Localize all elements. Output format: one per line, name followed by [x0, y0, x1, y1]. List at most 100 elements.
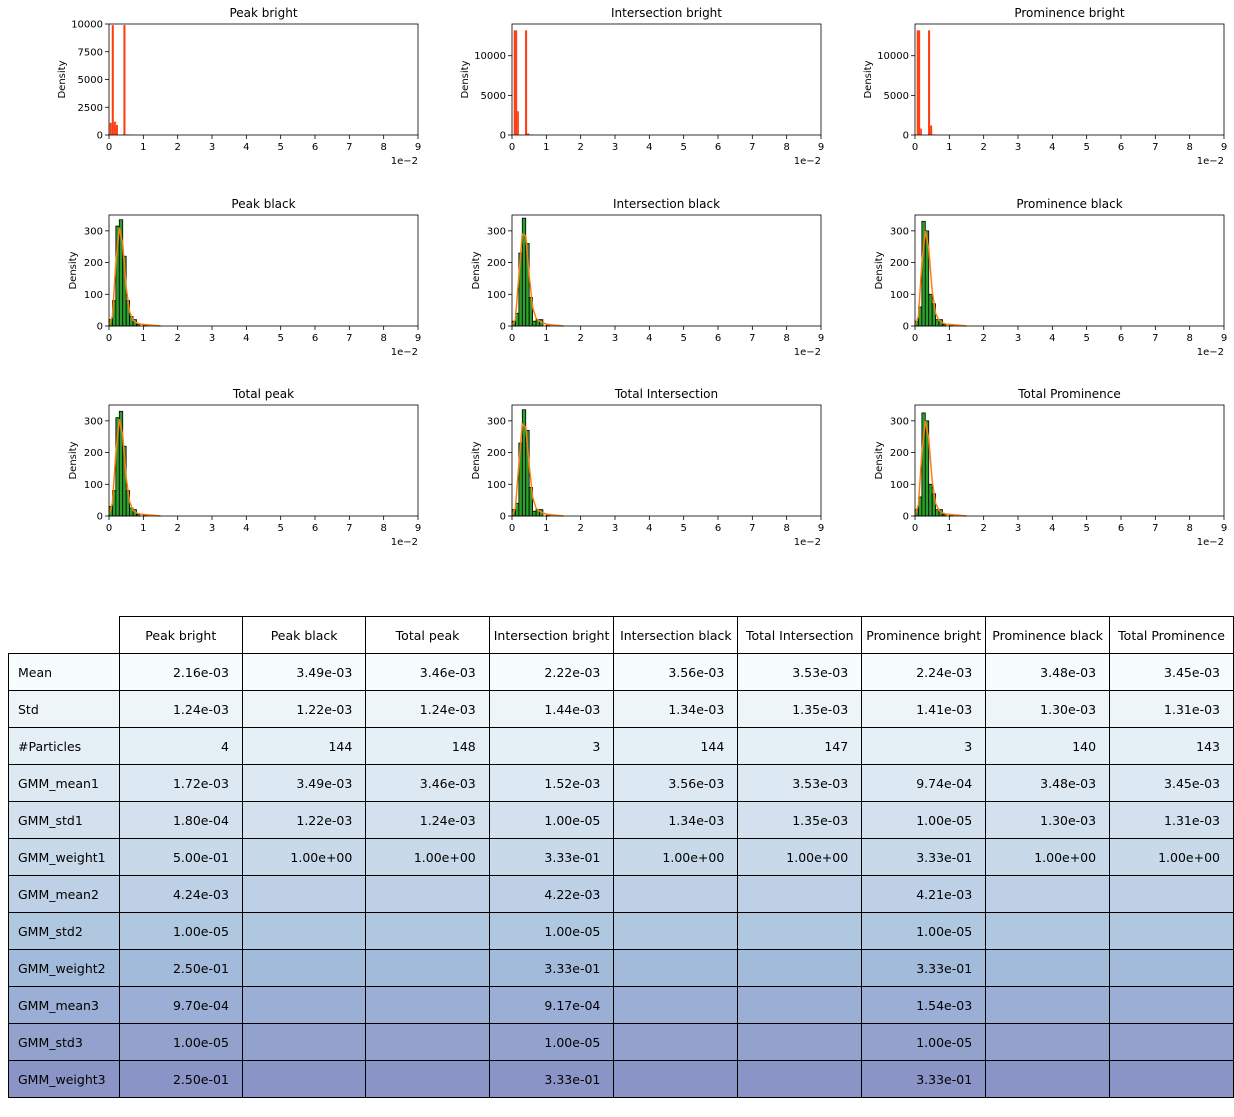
- table-cell: [365, 1023, 490, 1061]
- subplot: 0 1 2 3 4 5 6 7 8 9 0 2500 5000 7500 10000 1e−2 Peak bri…: [57, 6, 421, 167]
- table-cell: 1.52e-03: [488, 764, 615, 802]
- x-tick-label: 6: [715, 333, 721, 344]
- table-cell: [737, 1023, 863, 1061]
- table-row: GMM_weight1 5.00e-01 1.00e+00 1.00e+00 3.33e…: [8, 838, 1234, 876]
- table-cell: 4: [118, 727, 243, 765]
- x-tick-label: 9: [415, 333, 421, 344]
- x-tick-label: 3: [209, 523, 215, 534]
- y-tick-label: 200: [84, 448, 103, 459]
- x-tick-label: 9: [415, 142, 421, 153]
- table-cell: 1.80e-04: [118, 801, 243, 839]
- table-cell: 147: [737, 727, 863, 765]
- table-row: GMM_mean1 1.72e-03 3.49e-03 3.46e-03 1.52e-0…: [8, 764, 1234, 802]
- table-cell: 3.48e-03: [985, 653, 1111, 691]
- table-row: GMM_std3 1.00e-05 1.00e-05 1.00e-05: [8, 1023, 1234, 1061]
- table-cell: 3.33e-01: [488, 838, 615, 876]
- x-tick-label: 6: [1118, 142, 1124, 153]
- histogram-bar: [111, 25, 114, 135]
- chart-title: Total Intersection: [614, 387, 718, 401]
- x-tick-label: 0: [509, 142, 515, 153]
- column-header: Prominence black: [985, 616, 1111, 654]
- x-tick-label: 5: [1083, 333, 1089, 344]
- histogram-bar: [115, 125, 118, 135]
- x-tick-label: 6: [1118, 333, 1124, 344]
- kde-line: [914, 230, 967, 327]
- chart-title: Intersection bright: [611, 6, 722, 20]
- table-cell: 3.53e-03: [737, 764, 863, 802]
- table-cell: 1.22e-03: [241, 690, 367, 728]
- table-cell: 2.24e-03: [861, 653, 987, 691]
- chart-title: Prominence bright: [1014, 6, 1125, 20]
- table-cell: 4.21e-03: [861, 875, 987, 913]
- x-tick-label: 7: [1152, 523, 1158, 534]
- x-tick-label: 3: [612, 333, 618, 344]
- table-cell: 1.41e-03: [861, 690, 987, 728]
- table-cell: 3.33e-01: [861, 949, 987, 987]
- table-cell: 148: [365, 727, 490, 765]
- y-tick-label: 0: [500, 131, 506, 142]
- y-tick-label: 10000: [474, 51, 506, 62]
- x-tick-label: 1: [946, 333, 952, 344]
- y-axis-label: Density: [68, 441, 79, 479]
- histogram-bar: [527, 133, 530, 135]
- table-cell: [241, 875, 367, 913]
- y-tick-label: 0: [97, 512, 103, 523]
- table-cell: [365, 1060, 490, 1098]
- x-tick-label: 5: [1083, 142, 1089, 153]
- chart-title: Intersection black: [613, 197, 720, 211]
- table-header-row: Peak bright Peak black Total peak Inters…: [9, 616, 1234, 654]
- y-tick-label: 5000: [884, 91, 909, 102]
- table-cell: 1.34e-03: [613, 801, 739, 839]
- x-tick-label: 2: [980, 523, 986, 534]
- histogram-bar: [525, 30, 528, 135]
- x-tick-label: 1: [543, 142, 549, 153]
- histogram-bar: [928, 483, 933, 517]
- x-tick-label: 7: [1152, 333, 1158, 344]
- x-tick-label: 0: [912, 333, 918, 344]
- table-cell: 143: [1109, 727, 1234, 765]
- y-tick-label: 300: [84, 416, 103, 427]
- y-tick-label: 300: [487, 416, 506, 427]
- y-tick-label: 200: [890, 258, 909, 269]
- table-cell: 4.22e-03: [488, 875, 615, 913]
- x-tick-label: 3: [209, 333, 215, 344]
- y-tick-label: 100: [890, 480, 909, 491]
- table-cell: [985, 949, 1111, 987]
- chart-title: Peak bright: [229, 6, 297, 20]
- x-tick-label: 3: [209, 142, 215, 153]
- table-cell: 1.54e-03: [861, 986, 987, 1024]
- x-offset-label: 1e−2: [391, 347, 418, 358]
- table-cell: 1.00e+00: [241, 838, 367, 876]
- y-tick-label: 300: [890, 226, 909, 237]
- x-tick-label: 8: [1186, 142, 1192, 153]
- y-tick-label: 5000: [481, 91, 506, 102]
- y-tick-label: 0: [97, 131, 103, 142]
- row-header: GMM_std2: [8, 912, 120, 950]
- table-cell: 1.35e-03: [737, 801, 863, 839]
- table-cell: 140: [985, 727, 1111, 765]
- kde-line: [511, 232, 564, 327]
- x-tick-label: 4: [1049, 333, 1055, 344]
- x-tick-label: 7: [346, 523, 352, 534]
- x-tick-label: 4: [646, 333, 652, 344]
- row-header: GMM_std1: [8, 801, 120, 839]
- x-tick-label: 7: [749, 142, 755, 153]
- x-tick-label: 3: [1015, 523, 1021, 534]
- histogram-bar: [928, 30, 931, 135]
- table-cell: [613, 1023, 739, 1061]
- table-row: Std 1.24e-03 1.22e-03 1.24e-03 1.44e-03 1.34e…: [8, 690, 1234, 728]
- x-tick-label: 8: [1186, 523, 1192, 534]
- x-tick-label: 2: [577, 142, 583, 153]
- x-tick-label: 8: [380, 142, 386, 153]
- table-cell: [613, 875, 739, 913]
- table-cell: 1.34e-03: [613, 690, 739, 728]
- table-row: GMM_mean2 4.24e-03 4.22e-03 4.21e-03: [8, 875, 1234, 913]
- table-cell: 3.45e-03: [1109, 653, 1234, 691]
- table-cell: 3.56e-03: [613, 764, 739, 802]
- table-cell: 3: [861, 727, 987, 765]
- table-cell: 3.56e-03: [613, 653, 739, 691]
- table-cell: [737, 1060, 863, 1098]
- x-tick-label: 8: [783, 142, 789, 153]
- table-cell: 1.31e-03: [1109, 801, 1234, 839]
- table-body: Mean 2.16e-03 3.49e-03 3.46e-03 2.22e-03 3.56…: [8, 653, 1234, 1098]
